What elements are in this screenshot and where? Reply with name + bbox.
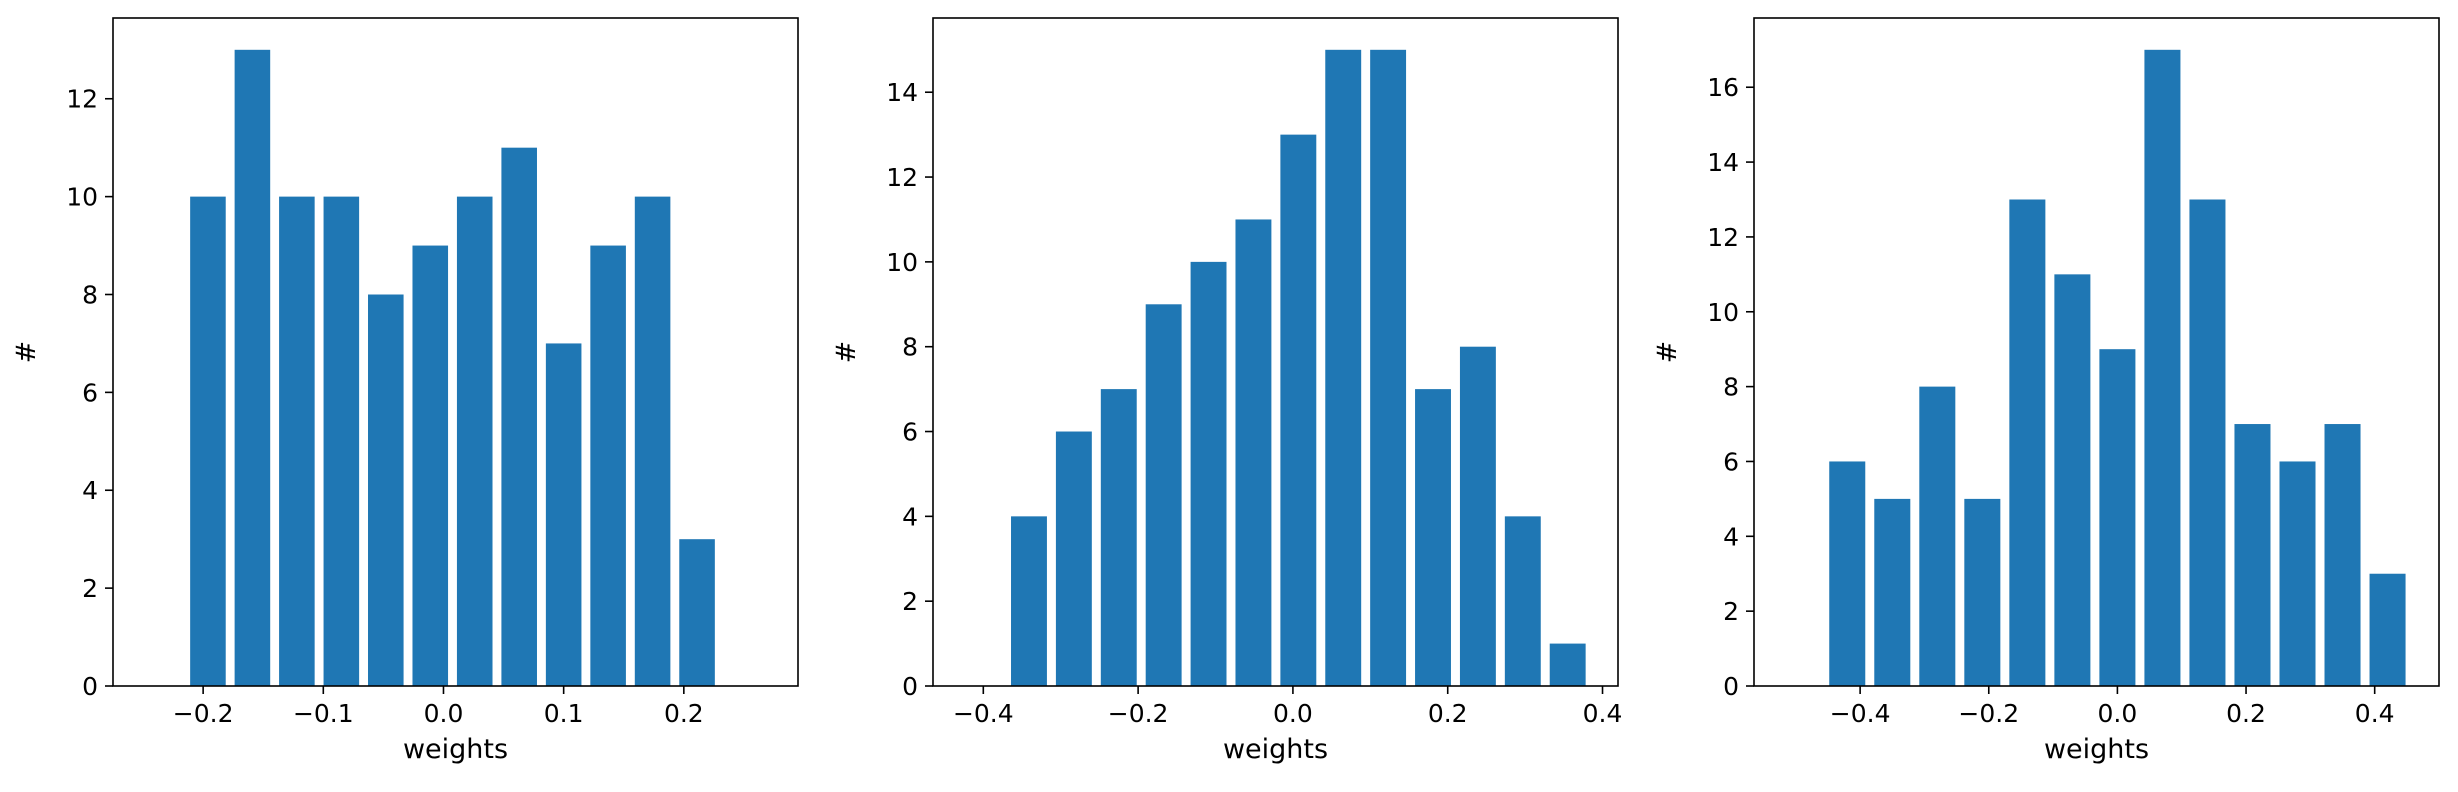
histogram-bar: [590, 245, 626, 686]
histogram-bar: [190, 196, 226, 686]
histogram-bar: [1504, 516, 1541, 686]
histogram-bar: [1459, 346, 1496, 686]
y-tick-label: 16: [1707, 73, 1739, 102]
y-tick-label: 2: [902, 587, 918, 616]
x-tick-label: 0.4: [2355, 699, 2395, 728]
histogram-bar: [2369, 573, 2406, 686]
y-axis-label: #: [11, 341, 42, 364]
histogram-bar: [1055, 431, 1092, 686]
y-axis-label: #: [831, 341, 862, 364]
histogram-bar: [1919, 386, 1956, 686]
histogram-bar: [634, 196, 671, 686]
x-axis-label: weights: [2044, 734, 2149, 765]
plot-frame: [1753, 17, 2440, 687]
histogram-panel-3: −0.4 −0.2 0.0 0.2 0.4 0 2 4 6 8 10 12 14 16 weights #: [1652, 17, 2440, 765]
histogram-bar: [679, 539, 715, 686]
histogram-bar: [1235, 219, 1272, 686]
histogram-bar: [2144, 49, 2181, 687]
plot-frame: [112, 17, 799, 687]
histogram-bar: [1874, 498, 1911, 686]
x-tick-label: 0.2: [1428, 699, 1468, 728]
y-tick-label: 4: [902, 502, 918, 531]
histogram-bar: [1145, 304, 1182, 686]
plot-frame: [932, 17, 1619, 687]
y-tick-label: 6: [82, 378, 98, 407]
histogram-bar: [2189, 199, 2226, 686]
histogram-bar: [456, 196, 493, 686]
x-tick-label: −0.1: [293, 699, 354, 728]
histogram-bar: [2054, 274, 2091, 686]
x-tick-label: 0.2: [664, 699, 704, 728]
y-tick-label: 2: [82, 574, 98, 603]
y-tick-label: 8: [82, 280, 98, 309]
x-axis-label: weights: [1223, 734, 1328, 765]
histogram-bar: [323, 196, 360, 686]
histogram-bar: [1325, 49, 1362, 687]
y-tick-label: 12: [1707, 223, 1739, 252]
histogram-bar: [279, 196, 315, 686]
histogram-bar: [2099, 349, 2136, 686]
x-tick-label: −0.2: [1108, 699, 1169, 728]
y-tick-label: 6: [1723, 447, 1739, 476]
y-tick-label: 0: [82, 672, 98, 701]
histogram-bar: [1100, 389, 1137, 686]
x-tick-label: 0.4: [1583, 699, 1623, 728]
histogram-bar: [1549, 643, 1586, 686]
y-tick-label: 12: [66, 85, 98, 114]
y-tick-label: 8: [902, 333, 918, 362]
y-tick-label: 10: [1707, 298, 1739, 327]
histogram-bar: [1011, 516, 1047, 686]
histogram-bar: [545, 343, 582, 686]
y-tick-label: 0: [902, 672, 918, 701]
y-tick-label: 4: [1723, 522, 1739, 551]
x-tick-label: 0.0: [424, 699, 464, 728]
histogram-bar: [1190, 261, 1227, 686]
y-tick-label: 12: [886, 163, 918, 192]
histogram-bar: [1964, 498, 2001, 686]
histogram-panel-1: −0.2 −0.1 0.0 0.1 0.2 0 2 4 6 8 10 12 weights #: [11, 17, 799, 765]
y-tick-label: 14: [886, 78, 918, 107]
y-tick-label: 4: [82, 476, 98, 505]
x-axis-label: weights: [403, 734, 508, 765]
y-tick-label: 14: [1707, 148, 1739, 177]
histogram-bar: [501, 147, 537, 686]
histogram-bar: [412, 245, 449, 686]
y-tick-label: 8: [1723, 373, 1739, 402]
histogram-bar: [1370, 49, 1407, 687]
histogram-bar: [368, 294, 404, 686]
histogram-panel-2: −0.4 −0.2 0.0 0.2 0.4 0 2 4 6 8 10 12 14 weights #: [831, 17, 1623, 765]
histogram-bar: [2279, 461, 2316, 686]
y-tick-label: 10: [886, 248, 918, 277]
histogram-bar: [2009, 199, 2046, 686]
x-tick-label: −0.4: [953, 699, 1014, 728]
histogram-bar: [1415, 389, 1451, 686]
histogram-bar: [2324, 424, 2361, 686]
x-tick-label: −0.2: [173, 699, 234, 728]
x-tick-label: 0.2: [2226, 699, 2266, 728]
x-tick-label: 0.1: [544, 699, 584, 728]
histogram-bar: [234, 49, 271, 687]
y-tick-label: 10: [66, 183, 98, 212]
x-tick-label: 0.0: [2098, 699, 2138, 728]
x-tick-label: −0.4: [1830, 699, 1891, 728]
histogram-bar: [1280, 134, 1317, 686]
histogram-bar: [2234, 424, 2271, 686]
x-tick-label: −0.2: [1958, 699, 2019, 728]
x-tick-label: 0.0: [1273, 699, 1313, 728]
y-tick-label: 2: [1723, 597, 1739, 626]
histogram-bar: [1829, 461, 1866, 686]
y-tick-label: 0: [1723, 672, 1739, 701]
y-tick-label: 6: [902, 418, 918, 447]
y-axis-label: #: [1652, 341, 1683, 364]
